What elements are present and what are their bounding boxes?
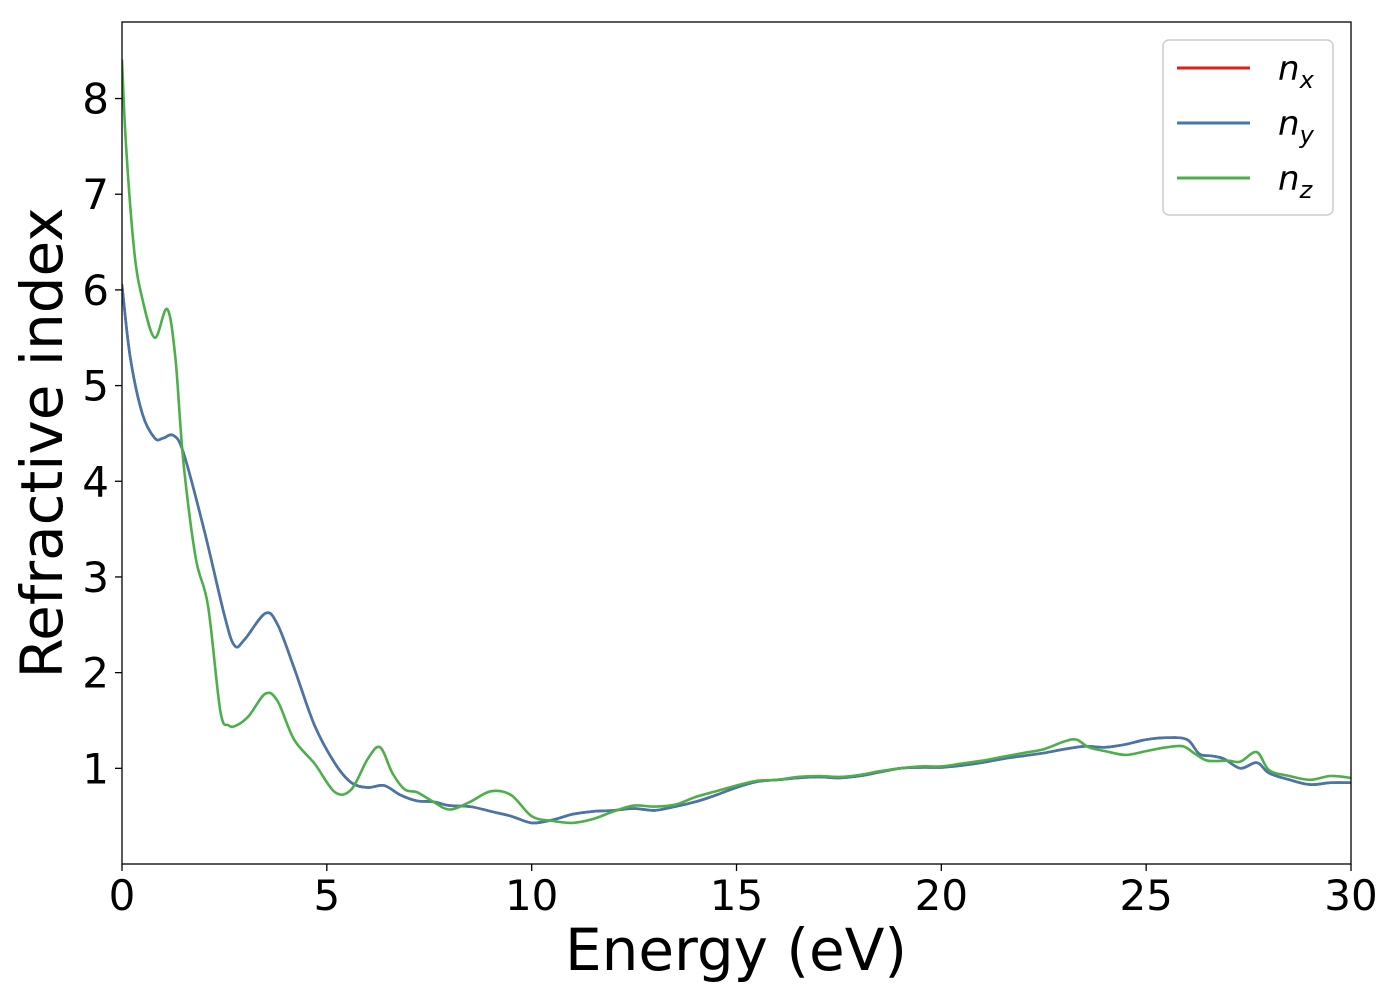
y-tick-label: 7 [82, 170, 109, 219]
legend-label-ny: ny [1278, 104, 1315, 149]
x-tick-label: 0 [109, 871, 136, 920]
x-axis-label: Energy (eV) [565, 916, 907, 984]
x-tick-label: 25 [1119, 871, 1172, 920]
series-line-nx [122, 283, 1351, 825]
series-line-nz [122, 59, 1351, 825]
plot-frame [121, 21, 1352, 865]
legend: nx ny nz [1162, 39, 1334, 216]
y-axis-ticks: 1 2 3 4 5 6 7 8 [82, 75, 122, 793]
x-axis-ticks: 0 5 10 15 20 25 30 [109, 864, 1378, 920]
legend-label-nz: nz [1278, 159, 1314, 204]
y-tick-label: 4 [82, 457, 109, 506]
y-tick-label: 2 [82, 649, 109, 698]
series-line-ny [122, 283, 1351, 825]
x-tick-label: 10 [505, 871, 558, 920]
y-tick-label: 1 [82, 744, 109, 793]
y-tick-label: 8 [82, 75, 109, 124]
y-tick-label: 6 [82, 266, 109, 315]
y-tick-label: 5 [82, 362, 109, 411]
series-lines [122, 59, 1351, 825]
y-axis-label: Refractive index [8, 207, 76, 678]
legend-label-nx: nx [1278, 49, 1315, 94]
legend-box [1162, 39, 1334, 216]
x-tick-label: 30 [1324, 871, 1377, 920]
y-tick-label: 3 [82, 553, 109, 602]
x-tick-label: 15 [710, 871, 763, 920]
x-tick-label: 5 [313, 871, 340, 920]
x-tick-label: 20 [915, 871, 968, 920]
